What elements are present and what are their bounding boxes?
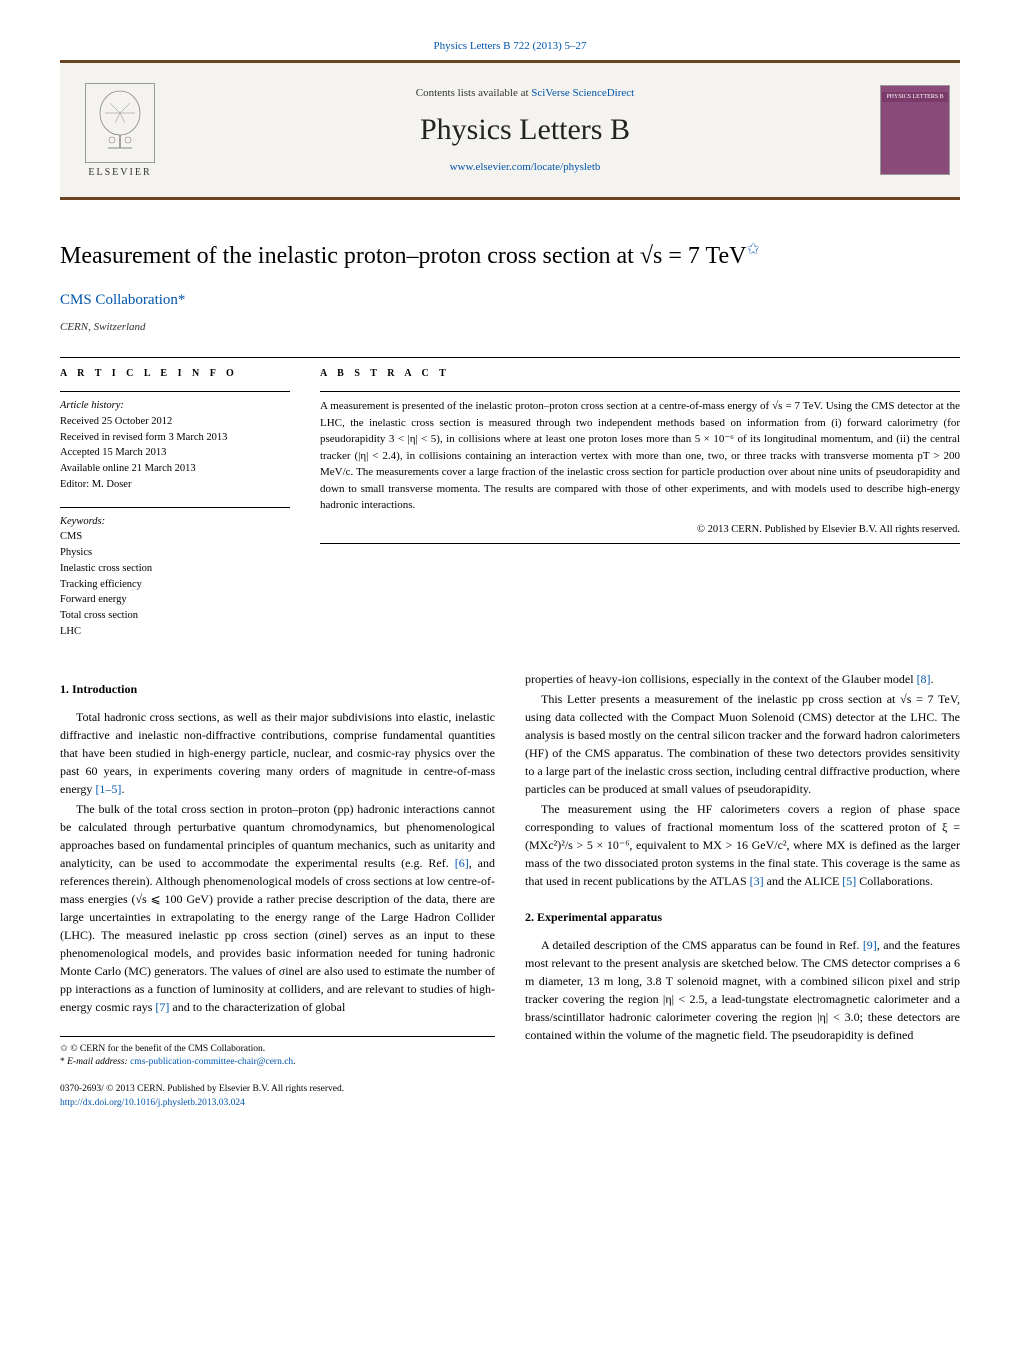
article-title: Measurement of the inelastic proton–prot… [60, 240, 960, 272]
editor: Editor: M. Doser [60, 477, 290, 493]
elsevier-tree-icon [85, 83, 155, 163]
column-left: 1. Introduction Total hadronic cross sec… [60, 670, 495, 1110]
abstract-text: A measurement is presented of the inelas… [320, 398, 960, 514]
body-columns: 1. Introduction Total hadronic cross sec… [60, 670, 960, 1110]
running-head-link[interactable]: Physics Letters B 722 (2013) 5–27 [433, 40, 586, 52]
doi-link[interactable]: http://dx.doi.org/10.1016/j.physletb.201… [60, 1098, 245, 1108]
keyword: Total cross section [60, 608, 290, 624]
abstract-copyright: © 2013 CERN. Published by Elsevier B.V. … [320, 522, 960, 538]
section-1-head: 1. Introduction [60, 680, 495, 698]
keyword: Forward energy [60, 592, 290, 608]
running-head: Physics Letters B 722 (2013) 5–27 [60, 40, 960, 52]
elsevier-label: ELSEVIER [88, 167, 151, 178]
article-info: A R T I C L E I N F O Article history: R… [60, 366, 290, 640]
elsevier-logo: ELSEVIER [70, 75, 170, 185]
journal-header: ELSEVIER Contents lists available at Sci… [60, 60, 960, 200]
keyword: Tracking efficiency [60, 577, 290, 593]
citation[interactable]: [7] [155, 1000, 169, 1014]
keywords-label: Keywords: [60, 514, 290, 530]
footnote-2: * E-mail address: cms-publication-commit… [60, 1056, 495, 1069]
journal-cover-thumb: PHYSICS LETTERS B [880, 85, 950, 175]
citation[interactable]: [6] [455, 856, 469, 870]
paragraph: The measurement using the HF calorimeter… [525, 800, 960, 890]
email-link[interactable]: cms-publication-committee-chair@cern.ch [130, 1057, 293, 1067]
revised-date: Received in revised form 3 March 2013 [60, 430, 290, 446]
citation[interactable]: [1–5] [95, 782, 121, 796]
citation[interactable]: [3] [750, 874, 764, 888]
cover-thumb-label: PHYSICS LETTERS B [882, 92, 947, 102]
paragraph: properties of heavy-ion collisions, espe… [525, 670, 960, 688]
sciencedirect-link[interactable]: SciVerse ScienceDirect [531, 87, 634, 99]
abstract: A B S T R A C T A measurement is present… [320, 366, 960, 640]
online-date: Available online 21 March 2013 [60, 461, 290, 477]
footer-copyright: 0370-2693/ © 2013 CERN. Published by Els… [60, 1083, 495, 1096]
article-info-head: A R T I C L E I N F O [60, 366, 290, 381]
keyword: Physics [60, 545, 290, 561]
contents-available: Contents lists available at SciVerse Sci… [170, 87, 880, 99]
authors: CMS Collaboration* [60, 292, 960, 309]
header-center: Contents lists available at SciVerse Sci… [170, 87, 880, 173]
journal-url-link[interactable]: www.elsevier.com/locate/physletb [450, 161, 601, 173]
corresponding-marker: * [178, 292, 186, 308]
page-footer: 0370-2693/ © 2013 CERN. Published by Els… [60, 1083, 495, 1110]
paragraph: This Letter presents a measurement of th… [525, 690, 960, 798]
footnotes: ✩ © CERN for the benefit of the CMS Coll… [60, 1036, 495, 1070]
received-date: Received 25 October 2012 [60, 414, 290, 430]
keyword: CMS [60, 529, 290, 545]
author-link[interactable]: CMS Collaboration [60, 292, 178, 308]
paragraph: The bulk of the total cross section in p… [60, 800, 495, 1016]
citation[interactable]: [8] [917, 672, 931, 686]
citation[interactable]: [5] [842, 874, 856, 888]
affiliation: CERN, Switzerland [60, 321, 960, 333]
title-footnote-marker: ✩ [746, 241, 759, 258]
paragraph: Total hadronic cross sections, as well a… [60, 708, 495, 798]
paragraph: A detailed description of the CMS appara… [525, 936, 960, 1044]
keyword: Inelastic cross section [60, 561, 290, 577]
journal-title: Physics Letters B [170, 113, 880, 147]
column-right: properties of heavy-ion collisions, espe… [525, 670, 960, 1110]
journal-homepage: www.elsevier.com/locate/physletb [170, 161, 880, 173]
abstract-head: A B S T R A C T [320, 366, 960, 381]
accepted-date: Accepted 15 March 2013 [60, 445, 290, 461]
citation[interactable]: [9] [863, 938, 877, 952]
footnote-1: ✩ © CERN for the benefit of the CMS Coll… [60, 1043, 495, 1056]
history-label: Article history: [60, 398, 290, 414]
keyword: LHC [60, 624, 290, 640]
section-2-head: 2. Experimental apparatus [525, 908, 960, 926]
